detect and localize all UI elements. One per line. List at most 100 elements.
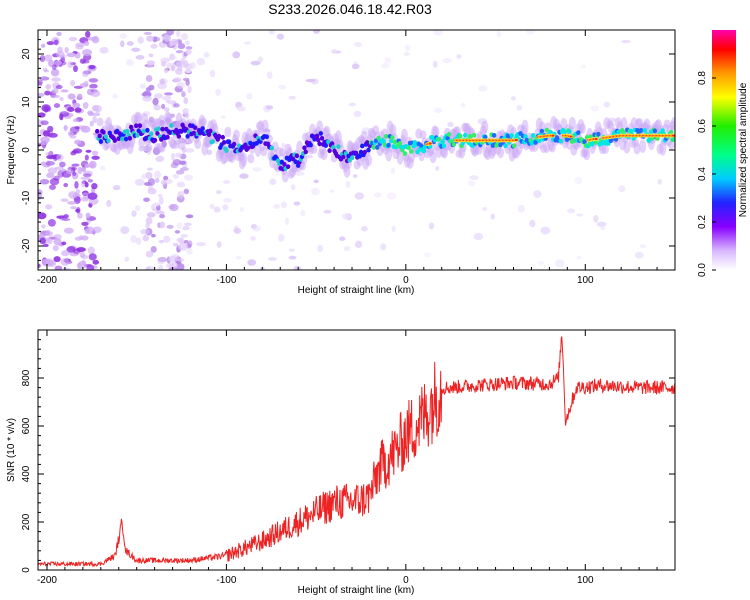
spectrogram-ridge-cell (371, 144, 376, 150)
spectrogram-noise-blob (496, 31, 501, 38)
spectrogram-ridge-cell (191, 130, 197, 136)
spectrogram-noise-blob (146, 167, 153, 171)
spectrogram-noise-blob (68, 191, 78, 199)
spectrogram-noise-blob (159, 221, 166, 229)
spectrogram-noise-blob (280, 201, 287, 209)
spectrogram-ridge-cell (314, 133, 320, 139)
spectrogram-noise-blob (529, 219, 536, 228)
spectrogram-noise-blob (373, 192, 382, 198)
spectrogram-x-tick-label: 100 (577, 275, 594, 286)
spectrogram-noise-blob (44, 90, 51, 96)
spectrogram-noise-blob (181, 91, 186, 98)
spectrogram-noise-blob (46, 172, 55, 179)
spectrogram-noise-blob (239, 173, 249, 179)
spectrogram-halo (667, 141, 675, 150)
spectrogram-noise-blob (50, 94, 61, 99)
spectrogram-noise-blob (596, 221, 607, 227)
spectrogram-noise-blob (288, 255, 297, 260)
spectrogram-noise-blob (87, 192, 98, 200)
spectrogram-noise-blob (223, 198, 232, 203)
spectrogram-noise-blob (57, 60, 63, 66)
spectrogram-ridge-cell (98, 139, 104, 144)
spectrogram-ridge-cell (483, 134, 488, 140)
spectrogram-noise-blob (72, 102, 81, 109)
spectrogram-ridge-cell (245, 145, 251, 151)
spectrogram-noise-blob (81, 221, 89, 226)
spectrogram-noise-blob (510, 96, 516, 101)
spectrogram-ridge-cell (349, 155, 355, 161)
spectrogram-y-ticks: -20 -10 0 10 20 (21, 29, 675, 271)
spectrogram-noise-blob (590, 105, 600, 112)
spectrogram-noise-blob (203, 52, 210, 58)
snr-x-tick-label: 0 (403, 575, 409, 586)
spectrogram-noise-blob (63, 183, 69, 188)
spectrogram-noise-blob (61, 241, 67, 246)
spectrogram-noise-blob (45, 83, 52, 90)
spectrogram-noise-blob (293, 201, 301, 206)
spectrogram-ridge-cell (210, 139, 215, 144)
spectrogram-noise-blob (567, 208, 576, 214)
spectrogram-noise-blob (54, 166, 64, 171)
spectrogram-noise-blob (45, 204, 53, 210)
spectrogram-ridge-cell (567, 129, 572, 134)
spectrogram-noise-blob (70, 79, 76, 87)
spectrogram-noise-blob (72, 249, 81, 255)
spectrogram-noise-blob (311, 187, 320, 196)
spectrogram-noise-blob (482, 207, 488, 211)
spectrogram-ridge-cell (451, 142, 457, 147)
spectrogram-noise-blob (100, 165, 106, 171)
spectrogram-noise-blob (273, 203, 280, 209)
spectrogram-noise-blob (41, 258, 51, 267)
spectrogram-halo (578, 123, 586, 134)
colorbar-label: Normalized spectral amplitude (738, 82, 749, 217)
spectrogram-y-tick-label: 0 (21, 147, 32, 153)
spectrogram-noise-blob (83, 80, 89, 87)
colorbar-tick-label: 0.4 (697, 167, 708, 181)
spectrogram-ridge-cell (471, 132, 477, 138)
spectrogram-ridge-cell (200, 126, 205, 131)
spectrogram-halo (429, 151, 437, 164)
spectrogram-halo (481, 120, 489, 134)
spectrogram-noise-blob (45, 161, 55, 166)
spectrogram-ridge-cell (458, 133, 463, 139)
spectrogram-noise-blob (575, 213, 584, 217)
spectrogram-ridge-cell (558, 138, 563, 144)
spectrogram-ridge-cell (512, 143, 517, 149)
spectrogram-ridge-cell (101, 129, 106, 135)
spectrogram-noise-blob (220, 115, 226, 119)
snr-plot-area (38, 330, 675, 570)
spectrogram-noise-blob (139, 83, 146, 89)
spectrogram-noise-blob (386, 192, 397, 200)
spectrogram-ridge-cell (463, 132, 468, 138)
spectrogram-ridge-cell (421, 148, 426, 154)
spectrogram-noise-blob (189, 62, 196, 70)
spectrogram-noise-blob (54, 265, 63, 270)
spectrogram-ridge-cell (224, 148, 229, 154)
spectrogram-noise-blob (75, 208, 80, 213)
spectrogram-noise-blob (63, 227, 74, 234)
spectrogram-noise-blob (353, 110, 362, 118)
spectrogram-noise-blob (42, 67, 48, 72)
spectrogram-noise-blob (56, 215, 65, 219)
spectrogram-ridge-cell (642, 128, 648, 133)
spectrogram-noise-blob (63, 124, 68, 131)
spectrogram-noise-blob (183, 97, 189, 104)
spectrogram-noise-blob (82, 60, 90, 64)
spectrogram-noise-blob (74, 107, 82, 113)
spectrogram-noise-blob (348, 102, 356, 107)
spectrogram-noise-blob (84, 228, 90, 234)
snr-y-tick-label: 800 (21, 369, 32, 386)
spectrogram-noise-blob (639, 244, 646, 249)
spectrogram-noise-blob (576, 256, 582, 260)
spectrogram-halo (601, 145, 609, 154)
snr-x-tick-label: -100 (216, 575, 236, 586)
spectrogram-noise-blob (112, 185, 121, 191)
spectrogram-halo (135, 112, 143, 122)
colorbar-tick-label: 0.0 (697, 263, 708, 277)
spectrogram-ridge-cell (285, 164, 291, 170)
spectrogram-ridge-cell (165, 134, 170, 140)
colorbar-tick-label: 0.2 (697, 215, 708, 229)
spectrogram-ridge-cell (152, 137, 158, 143)
spectrogram-noise-blob (80, 196, 90, 202)
spectrogram-ridge-cell (192, 125, 198, 131)
